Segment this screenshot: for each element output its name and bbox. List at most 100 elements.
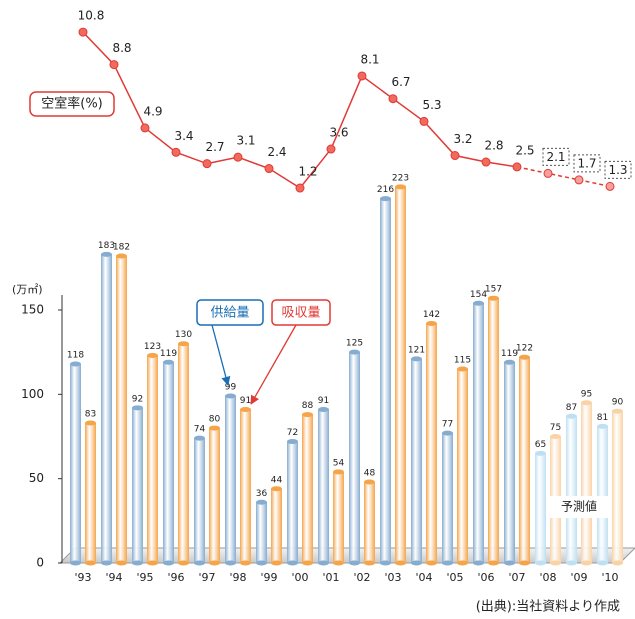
bar-cap — [147, 353, 158, 359]
forecast-value-box — [542, 147, 570, 166]
bar — [457, 369, 468, 563]
bar-cap — [380, 196, 391, 202]
line-point — [357, 71, 367, 81]
bar-base — [566, 560, 577, 566]
bar-base — [194, 560, 205, 566]
value-label: 77 — [442, 420, 453, 430]
line-point — [481, 157, 491, 167]
x-tick-label: '08 — [539, 571, 556, 584]
value-label: 8.1 — [360, 52, 379, 66]
bar — [535, 453, 546, 563]
value-label: 1.2 — [298, 165, 317, 179]
bar — [163, 362, 174, 563]
value-label: 90 — [612, 398, 624, 408]
x-tick-label: '93 — [74, 571, 91, 584]
value-label: 142 — [423, 310, 440, 320]
x-tick-label: '99 — [260, 571, 277, 584]
x-tick-label: '09 — [570, 571, 587, 584]
bar-base — [178, 560, 189, 566]
x-tick-label: '02 — [353, 571, 370, 584]
bar-cap — [70, 361, 81, 367]
bar — [612, 411, 623, 563]
bar-base — [101, 560, 112, 566]
bar-base — [302, 560, 313, 566]
bar — [364, 482, 375, 563]
legend-arrow — [211, 324, 231, 386]
forecast-label: 予測値 — [561, 499, 597, 514]
y-tick-label: 50 — [29, 471, 44, 485]
bar-base — [504, 560, 515, 566]
value-label: 125 — [346, 339, 363, 349]
bar-base — [240, 560, 251, 566]
value-label: 91 — [240, 396, 251, 406]
bar-base — [163, 560, 174, 566]
bar — [504, 362, 515, 563]
value-label: 87 — [566, 403, 577, 413]
value-label: 3.2 — [453, 132, 472, 146]
bar — [209, 428, 220, 563]
bar-cap — [411, 356, 422, 362]
bar-base — [380, 560, 391, 566]
value-label: 92 — [132, 394, 143, 404]
bar — [473, 303, 484, 563]
bar-cap — [132, 405, 143, 411]
bar — [287, 441, 298, 563]
bar-cap — [333, 469, 344, 475]
x-tick-label: '95 — [136, 571, 153, 584]
y-unit: (万㎡) — [12, 283, 43, 296]
bar-base — [364, 560, 375, 566]
line-point — [171, 147, 181, 157]
value-label: 95 — [581, 389, 592, 399]
bar-base — [349, 560, 360, 566]
value-label: 75 — [550, 423, 561, 433]
line-point — [264, 164, 274, 174]
x-tick-label: '98 — [229, 571, 246, 584]
x-tick-label: '00 — [291, 571, 308, 584]
bar — [116, 256, 127, 563]
value-label: 4.9 — [143, 104, 162, 118]
line-point — [109, 60, 119, 70]
bar — [426, 323, 437, 563]
x-tick-label: '96 — [167, 571, 184, 584]
value-label: 88 — [302, 401, 314, 411]
value-label: 121 — [408, 345, 425, 355]
bar — [333, 471, 344, 563]
y-tick-label: 0 — [36, 556, 44, 570]
value-label: 74 — [194, 425, 206, 435]
bar-base — [333, 560, 344, 566]
value-label: 83 — [85, 410, 96, 420]
value-label: 119 — [160, 349, 177, 359]
legend-box — [271, 299, 331, 326]
bar-cap — [488, 295, 499, 301]
line-point — [326, 144, 336, 154]
x-tick-label: '07 — [508, 571, 525, 584]
value-label: 2.5 — [515, 143, 534, 157]
value-label: 54 — [333, 458, 345, 468]
line-point — [512, 162, 522, 172]
bar-cap — [225, 393, 236, 399]
bar-cap — [287, 439, 298, 445]
x-tick-label: '10 — [601, 571, 618, 584]
bar-cap — [163, 359, 174, 365]
bar-cap — [101, 251, 112, 257]
value-label: 183 — [98, 241, 115, 251]
bar — [256, 502, 267, 563]
value-label: 81 — [597, 413, 608, 423]
value-label: 115 — [454, 356, 471, 366]
bar-cap — [209, 425, 220, 431]
bar-base — [519, 560, 530, 566]
line-point — [233, 152, 243, 162]
bar-base — [70, 560, 81, 566]
bar-cap — [302, 412, 313, 418]
value-label: 3.1 — [236, 134, 255, 148]
bar — [597, 426, 608, 563]
bar-base — [147, 560, 158, 566]
legend-arrow — [250, 324, 297, 405]
bar — [318, 409, 329, 563]
legend-box — [196, 299, 264, 326]
bar-base — [395, 560, 406, 566]
bar-cap — [426, 320, 437, 326]
bar — [178, 343, 189, 563]
x-tick-label: '05 — [446, 571, 463, 584]
bar — [581, 402, 592, 563]
